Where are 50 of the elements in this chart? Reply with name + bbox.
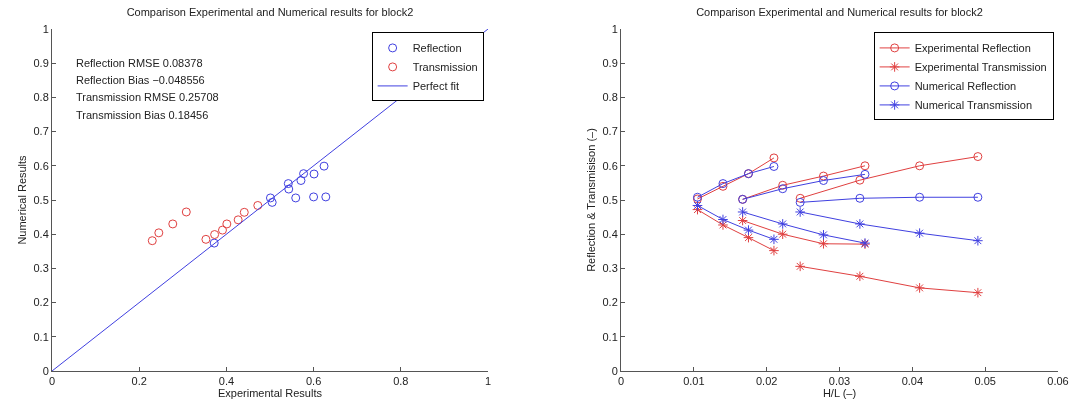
y-tick-label: 0.6 — [602, 159, 618, 172]
legend-label: Reflection — [412, 42, 462, 55]
y-tick-label: 0.9 — [602, 57, 618, 70]
y-tick-label: 0.7 — [602, 125, 618, 138]
y-tick-label: 0.7 — [33, 125, 49, 138]
legend-label: Transmission — [412, 61, 478, 74]
legend-label: Experimental Reflection — [914, 42, 1031, 55]
x-tick-label: 0.2 — [131, 375, 147, 388]
y-tick-label: 0.2 — [602, 296, 618, 309]
legend-label: Numerical Transmission — [914, 99, 1033, 112]
y-tick-label: 0.5 — [33, 193, 49, 206]
y-tick-label: 0.4 — [602, 228, 618, 241]
y-tick-label: 0.4 — [33, 228, 49, 241]
x-tick-label: 0.4 — [218, 375, 235, 388]
x-tick-label: 0.6 — [305, 375, 322, 388]
x-axis-title: H/L (–) — [822, 387, 857, 400]
y-tick-label: 0.3 — [33, 262, 49, 275]
chart-title: Comparison Experimental and Numerical results for block2 — [126, 5, 414, 18]
x-tick-label: 0.03 — [828, 375, 851, 388]
y-tick-label: 0.1 — [602, 330, 618, 343]
annotation: Transmission Bias 0.18456 — [76, 109, 209, 121]
y-tick-label: 1 — [611, 22, 618, 35]
x-tick-label: 0.8 — [393, 375, 409, 388]
annotation: Reflection RMSE 0.08378 — [76, 57, 203, 69]
x-tick-label: 0.01 — [683, 375, 705, 388]
y-tick-label: 0 — [611, 364, 618, 377]
y-axis-title: Numerical Results — [16, 154, 29, 245]
x-tick-label: 0.06 — [1047, 375, 1069, 388]
x-axis-title: Experimental Results — [218, 387, 323, 400]
y-tick-label: 0.8 — [33, 91, 49, 104]
annotation: Reflection Bias −0.048556 — [76, 74, 205, 86]
x-tick-label: 1 — [484, 375, 492, 388]
y-tick-label: 0 — [42, 364, 49, 377]
x-tick-label: 0.05 — [974, 375, 996, 388]
y-tick-label: 0.1 — [33, 330, 49, 343]
y-tick-label: 0.9 — [33, 57, 49, 70]
x-tick-label: 0.02 — [755, 375, 778, 388]
y-axis-title: Reflection & Transmisison (–) — [585, 128, 598, 272]
y-tick-label: 1 — [42, 22, 49, 35]
y-tick-label: 0.3 — [602, 262, 618, 275]
y-tick-label: 0.8 — [602, 91, 618, 104]
x-tick-label: 0.04 — [901, 375, 924, 388]
y-tick-label: 0.5 — [602, 193, 618, 206]
legend-label: Perfect fit — [412, 80, 460, 93]
chart-title: Comparison Experimental and Numerical results for block2 — [696, 5, 983, 18]
legend-label: Experimental Transmission — [914, 61, 1047, 74]
annotation: Transmission RMSE 0.25708 — [76, 91, 219, 103]
y-tick-label: 0.2 — [33, 296, 49, 309]
y-tick-label: 0.6 — [33, 159, 49, 172]
legend-label: Numerical Reflection — [914, 80, 1017, 93]
